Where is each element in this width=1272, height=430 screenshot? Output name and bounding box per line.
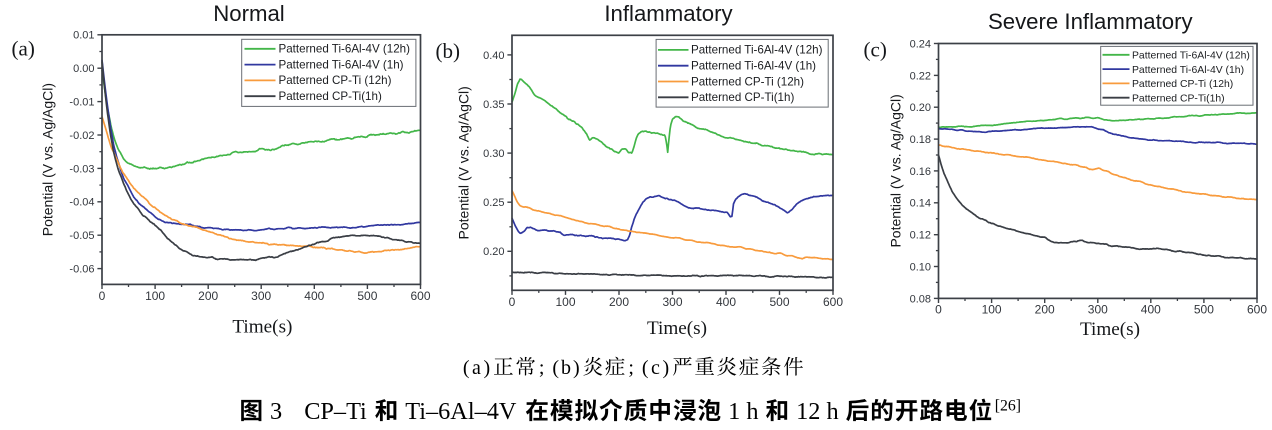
svg-text:Ti–6Al–4V: Ti–6Al–4V <box>405 398 517 425</box>
svg-text:0.00: 0.00 <box>73 63 94 75</box>
svg-text:(b): (b) <box>436 39 461 63</box>
svg-text:(c): (c) <box>864 38 887 62</box>
svg-text:Patterned CP-Ti(1h): Patterned CP-Ti(1h) <box>1132 94 1225 105</box>
svg-text:200: 200 <box>609 295 629 309</box>
svg-text:0: 0 <box>509 295 516 309</box>
svg-text:-0.03: -0.03 <box>69 163 94 175</box>
svg-text:a: a <box>472 357 481 379</box>
svg-text:(: ( <box>552 357 559 379</box>
svg-text:Time(s): Time(s) <box>232 317 292 338</box>
svg-text:[26]: [26] <box>995 398 1021 415</box>
svg-text:Normal: Normal <box>213 1 285 26</box>
svg-text:12 h: 12 h <box>796 398 839 425</box>
svg-text:0.40: 0.40 <box>483 50 504 62</box>
svg-text:400: 400 <box>304 289 324 303</box>
svg-text:Patterned Ti-6Al-4V (1h): Patterned Ti-6Al-4V (1h) <box>1132 65 1244 76</box>
svg-text:0.12: 0.12 <box>910 230 931 242</box>
svg-text:0.01: 0.01 <box>73 30 94 42</box>
svg-text:0.16: 0.16 <box>910 166 931 178</box>
svg-text:Patterned Ti-6Al-4V (1h): Patterned Ti-6Al-4V (1h) <box>279 58 404 71</box>
svg-text:Patterned Ti-6Al-4V (1h): Patterned Ti-6Al-4V (1h) <box>691 60 816 73</box>
svg-text:;: ; <box>628 357 634 379</box>
svg-text:0.14: 0.14 <box>910 198 931 210</box>
svg-text:Patterned CP-Ti(1h): Patterned CP-Ti(1h) <box>279 90 382 103</box>
svg-text:Patterned CP-Ti (12h): Patterned CP-Ti (12h) <box>691 75 804 88</box>
svg-text:0.10: 0.10 <box>910 261 931 273</box>
svg-text:Patterned CP-Ti (12h): Patterned CP-Ti (12h) <box>1132 79 1233 90</box>
svg-text:600: 600 <box>823 295 843 309</box>
svg-text:1 h: 1 h <box>728 398 758 425</box>
svg-text:Patterned Ti-6Al-4V (12h): Patterned Ti-6Al-4V (12h) <box>1132 51 1250 62</box>
svg-text:100: 100 <box>145 289 165 303</box>
svg-text:600: 600 <box>1247 303 1267 317</box>
svg-text:Inflammatory: Inflammatory <box>604 1 733 26</box>
svg-text:(: ( <box>463 357 470 379</box>
svg-text:0.24: 0.24 <box>910 38 931 50</box>
svg-text:-0.05: -0.05 <box>69 230 94 242</box>
svg-text:(: ( <box>642 357 649 379</box>
svg-text:Time(s): Time(s) <box>647 318 707 339</box>
svg-text:CP–Ti: CP–Ti <box>304 398 367 425</box>
svg-text:-0.01: -0.01 <box>69 97 94 109</box>
svg-text:Time(s): Time(s) <box>1080 319 1140 340</box>
svg-text:0: 0 <box>99 289 106 303</box>
svg-text:3: 3 <box>270 398 282 425</box>
svg-text:b: b <box>561 357 571 379</box>
svg-text:Patterned Ti-6Al-4V (12h): Patterned Ti-6Al-4V (12h) <box>691 44 823 57</box>
svg-text:0.25: 0.25 <box>483 197 504 209</box>
svg-text:200: 200 <box>198 289 218 303</box>
svg-text:Potential (V vs. Ag/AgCl): Potential (V vs. Ag/AgCl) <box>888 94 904 247</box>
svg-text:0.20: 0.20 <box>483 246 504 258</box>
svg-text:500: 500 <box>357 289 377 303</box>
svg-text:600: 600 <box>410 289 430 303</box>
svg-text:Potential (V vs. Ag/AgCl): Potential (V vs. Ag/AgCl) <box>456 86 472 239</box>
svg-text:): ) <box>484 357 491 379</box>
svg-text:c: c <box>651 357 660 379</box>
svg-text:100: 100 <box>982 303 1002 317</box>
svg-text:-0.04: -0.04 <box>69 197 94 209</box>
svg-text:300: 300 <box>1088 303 1108 317</box>
svg-text:Patterned CP-Ti(1h): Patterned CP-Ti(1h) <box>691 91 794 104</box>
svg-text:-0.06: -0.06 <box>69 264 94 276</box>
svg-text:500: 500 <box>769 295 789 309</box>
svg-text:400: 400 <box>716 295 736 309</box>
svg-text:0.08: 0.08 <box>910 293 931 305</box>
svg-text:0.20: 0.20 <box>910 102 931 114</box>
svg-text:0.35: 0.35 <box>483 99 504 111</box>
svg-text:300: 300 <box>662 295 682 309</box>
svg-text:0.22: 0.22 <box>910 70 931 82</box>
svg-text:Severe Inflammatory: Severe Inflammatory <box>988 9 1194 34</box>
svg-text:Potential (V vs. Ag/AgCl): Potential (V vs. Ag/AgCl) <box>40 83 56 236</box>
svg-text:): ) <box>663 357 670 379</box>
svg-text:300: 300 <box>251 289 271 303</box>
svg-text:100: 100 <box>555 295 575 309</box>
svg-text:0.30: 0.30 <box>483 148 504 160</box>
svg-text:Patterned Ti-6Al-4V (12h): Patterned Ti-6Al-4V (12h) <box>279 43 411 56</box>
svg-text:): ) <box>573 357 580 379</box>
svg-text:Patterned CP-Ti (12h): Patterned CP-Ti (12h) <box>279 74 392 87</box>
svg-text:400: 400 <box>1141 303 1161 317</box>
svg-text:500: 500 <box>1194 303 1214 317</box>
svg-text:;: ; <box>539 357 545 379</box>
svg-text:(a): (a) <box>12 37 35 61</box>
svg-text:0: 0 <box>935 303 942 317</box>
svg-text:200: 200 <box>1035 303 1055 317</box>
svg-text:-0.02: -0.02 <box>69 130 94 142</box>
svg-text:0.18: 0.18 <box>910 134 931 146</box>
